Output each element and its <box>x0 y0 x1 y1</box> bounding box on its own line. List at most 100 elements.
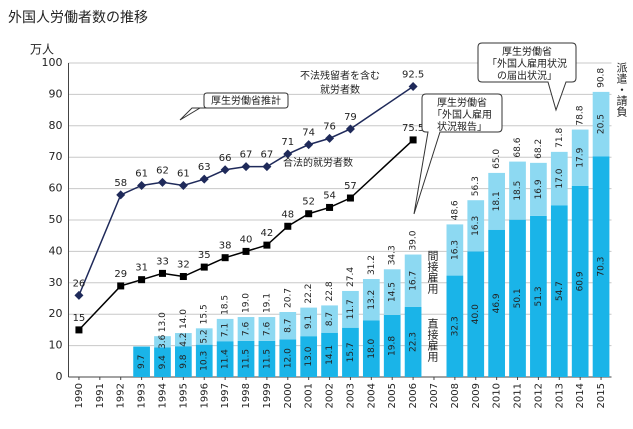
marker <box>346 194 354 202</box>
marker <box>178 180 188 190</box>
point-label: 67 <box>261 150 274 161</box>
bar <box>321 305 338 333</box>
point-label: 54 <box>323 190 336 201</box>
annotation: 厚生労働省 <box>502 45 552 58</box>
point-label: 38 <box>219 241 232 252</box>
bar <box>133 346 150 377</box>
bar <box>300 307 318 337</box>
marker <box>283 149 293 159</box>
x-tick-label: 1997 <box>220 383 231 408</box>
marker <box>137 180 147 190</box>
bar-value-label: 7.6 <box>262 322 272 337</box>
bar <box>467 251 485 377</box>
bar-value-label: 22.3 <box>409 332 419 352</box>
bar-value-label: 9.8 <box>179 354 189 369</box>
x-tick-label: 1994 <box>157 383 168 408</box>
annotation: 状況報告」 <box>437 120 487 133</box>
x-tick-label: 2001 <box>304 383 315 408</box>
bar-value-label: 32.3 <box>450 316 460 336</box>
bar-total-label: 71.8 <box>555 128 565 148</box>
point-label: 35 <box>198 250 211 261</box>
point-label: 62 <box>156 165 169 176</box>
bar-total-label: 48.6 <box>450 200 460 220</box>
point-label: 33 <box>156 256 169 267</box>
bar-total-label: 19.1 <box>262 293 272 313</box>
bar <box>592 91 610 157</box>
bar <box>592 156 610 377</box>
bar-value-label: 12.0 <box>283 348 293 368</box>
bar <box>530 162 547 216</box>
point-label: 67 <box>240 150 253 161</box>
marker <box>74 290 84 300</box>
bar <box>488 172 505 230</box>
bar-value-label: 19.8 <box>388 336 398 356</box>
bar <box>404 306 422 377</box>
x-tick-label: 2007 <box>429 383 440 408</box>
marker <box>408 82 418 92</box>
y-tick-label: 80 <box>49 119 63 132</box>
bar <box>488 229 505 377</box>
bar <box>154 347 171 377</box>
bar-total-label: 14.0 <box>179 309 189 329</box>
bar-value-label: 3.6 <box>158 334 168 349</box>
bar-total-label: 39.0 <box>409 230 419 250</box>
bar-value-label: 14.1 <box>325 345 335 365</box>
bar-total-label: 31.2 <box>367 255 377 275</box>
bar <box>362 320 380 377</box>
x-tick-label: 2014 <box>575 383 586 408</box>
bar-total-label: 22.2 <box>304 284 314 304</box>
bar <box>446 224 464 276</box>
marker <box>263 241 271 249</box>
bar-value-label: 8.7 <box>325 312 335 326</box>
annotation: 間接雇用 <box>426 250 439 295</box>
bar-value-label: 10.3 <box>200 351 210 371</box>
annotation: 派遣・請負 <box>615 62 628 118</box>
x-tick-label: 2002 <box>325 383 336 408</box>
bar <box>321 332 338 377</box>
marker <box>220 165 230 175</box>
bar <box>237 317 255 341</box>
bar-value-label: 46.9 <box>492 293 502 313</box>
bar-value-label: 11.4 <box>221 349 231 369</box>
bar-value-label: 50.1 <box>513 288 523 308</box>
point-label: 29 <box>114 269 127 280</box>
bar <box>530 215 547 377</box>
callout-box <box>477 42 577 112</box>
x-tick-label: 2008 <box>450 383 461 408</box>
point-label: 32 <box>177 260 190 271</box>
bar-value-label: 5.2 <box>200 329 210 343</box>
bar <box>216 341 234 377</box>
bar-value-label: 15.7 <box>346 342 356 362</box>
x-tick-label: 2013 <box>554 383 565 408</box>
marker <box>116 190 126 200</box>
point-label: 76 <box>323 121 336 132</box>
bar-total-label: 56.3 <box>471 176 481 196</box>
bar <box>446 275 464 377</box>
x-tick-label: 2006 <box>408 383 419 408</box>
x-tick-label: 1998 <box>241 383 252 408</box>
bar-value-label: 9.4 <box>158 355 168 370</box>
bar <box>216 318 234 342</box>
point-label: 48 <box>281 209 294 220</box>
point-label: 75.5 <box>402 123 424 134</box>
line <box>78 85 414 296</box>
point-label: 15 <box>73 313 86 324</box>
x-tick-label: 1999 <box>262 383 273 408</box>
y-tick-label: 60 <box>49 182 63 195</box>
y-tick-label: 0 <box>56 370 63 383</box>
x-tick-label: 2012 <box>533 383 544 408</box>
marker <box>221 254 229 262</box>
bar-value-label: 18.5 <box>513 181 523 201</box>
x-tick-label: 1991 <box>95 383 106 408</box>
callout-box <box>179 92 289 121</box>
bar <box>571 129 589 186</box>
marker <box>305 210 313 218</box>
bar-value-label: 13.0 <box>304 346 314 366</box>
annotation: 直接雇用 <box>426 317 439 363</box>
y-tick-label: 30 <box>49 276 63 289</box>
point-label: 63 <box>198 162 211 173</box>
point-label: 31 <box>135 263 148 274</box>
bar <box>195 328 213 345</box>
marker <box>345 124 355 134</box>
bar-value-label: 16.7 <box>409 271 419 291</box>
